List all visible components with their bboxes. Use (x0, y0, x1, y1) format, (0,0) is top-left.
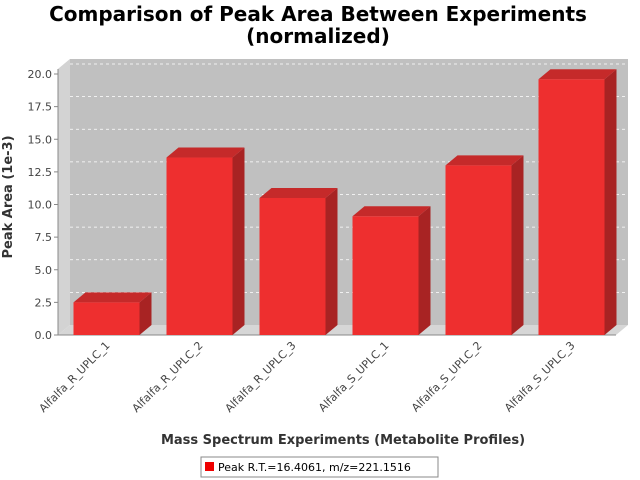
plot-left-wall (58, 59, 70, 335)
bar-side (418, 206, 431, 335)
y-tick-label: 7.5 (35, 231, 53, 244)
y-tick-label: 5.0 (35, 264, 53, 277)
bar-top (352, 206, 431, 217)
x-tick-label: Alfalfa_S_UPLC_1 (316, 339, 392, 415)
legend-box (200, 456, 439, 478)
bar (538, 69, 617, 335)
x-axis-label: Mass Spectrum Experiments (Metabolite Pr… (161, 433, 525, 448)
bar-front (352, 216, 419, 335)
bars (73, 69, 617, 335)
y-tick-label: 12.5 (28, 166, 53, 179)
grid-lines (70, 63, 628, 293)
bar-top (445, 155, 524, 166)
x-tick-label: Alfalfa_R_UPLC_1 (37, 339, 113, 415)
plot-background (70, 59, 628, 325)
y-tick-label: 2.5 (35, 296, 53, 309)
y-tick-label: 0.0 (35, 329, 53, 342)
chart-title-line2: (normalized) (246, 24, 390, 48)
bar (73, 292, 152, 335)
y-tick-label: 10.0 (28, 199, 53, 212)
plot-area (57, 59, 628, 336)
bar (259, 187, 338, 335)
y-tick-label: 20.0 (28, 68, 53, 81)
bar (352, 206, 431, 335)
y-axis-label: Peak Area (1e-3) (1, 135, 16, 258)
y-tick-label: 15.0 (28, 133, 53, 146)
legend-swatch (205, 462, 214, 471)
x-tick-label: Alfalfa_S_UPLC_3 (502, 339, 578, 415)
x-tick-label: Alfalfa_R_UPLC_2 (130, 339, 206, 415)
bar-side (511, 155, 524, 335)
bar-side (139, 292, 152, 335)
bar-front (166, 157, 233, 335)
x-axis-ticks: Alfalfa_R_UPLC_1 Alfalfa_R_UPLC_2 Alfalfa_… (37, 339, 578, 415)
x-tick-label: Alfalfa_R_UPLC_3 (223, 339, 299, 415)
y-axis-ticks: 0.0 2.5 5.0 7.5 10.0 12.5 15.0 17.5 20.0 (28, 68, 58, 342)
x-tick-label: Alfalfa_S_UPLC_2 (409, 339, 485, 415)
bar-front (538, 79, 605, 335)
bar-side (325, 187, 338, 335)
chart-title-line1: Comparison of Peak Area Between Experime… (49, 2, 587, 26)
bar-front (445, 165, 512, 335)
bar-front (73, 302, 140, 335)
y-tick-label: 17.5 (28, 101, 53, 114)
bar-top (259, 187, 338, 198)
bar-front (259, 197, 326, 335)
bar-top (538, 69, 617, 80)
bar-side (604, 69, 617, 335)
bar-top (166, 147, 245, 158)
bar-side (232, 147, 245, 335)
legend-entry-label: Peak R.T.=16.4061, m/z=221.1516 (218, 461, 411, 474)
bar (166, 147, 245, 335)
bar (445, 155, 524, 335)
bar-top (73, 292, 152, 303)
legend: Peak R.T.=16.4061, m/z=221.1516 (200, 456, 439, 478)
